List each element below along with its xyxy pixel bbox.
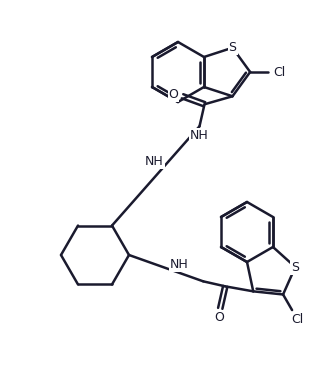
Text: O: O <box>214 311 224 324</box>
Text: S: S <box>291 260 299 274</box>
Text: Cl: Cl <box>291 313 304 326</box>
Text: O: O <box>169 88 178 101</box>
Text: NH: NH <box>170 258 189 271</box>
Text: NH: NH <box>145 155 164 169</box>
Text: Cl: Cl <box>273 65 285 79</box>
Text: NH: NH <box>190 129 209 142</box>
Text: S: S <box>229 41 236 54</box>
